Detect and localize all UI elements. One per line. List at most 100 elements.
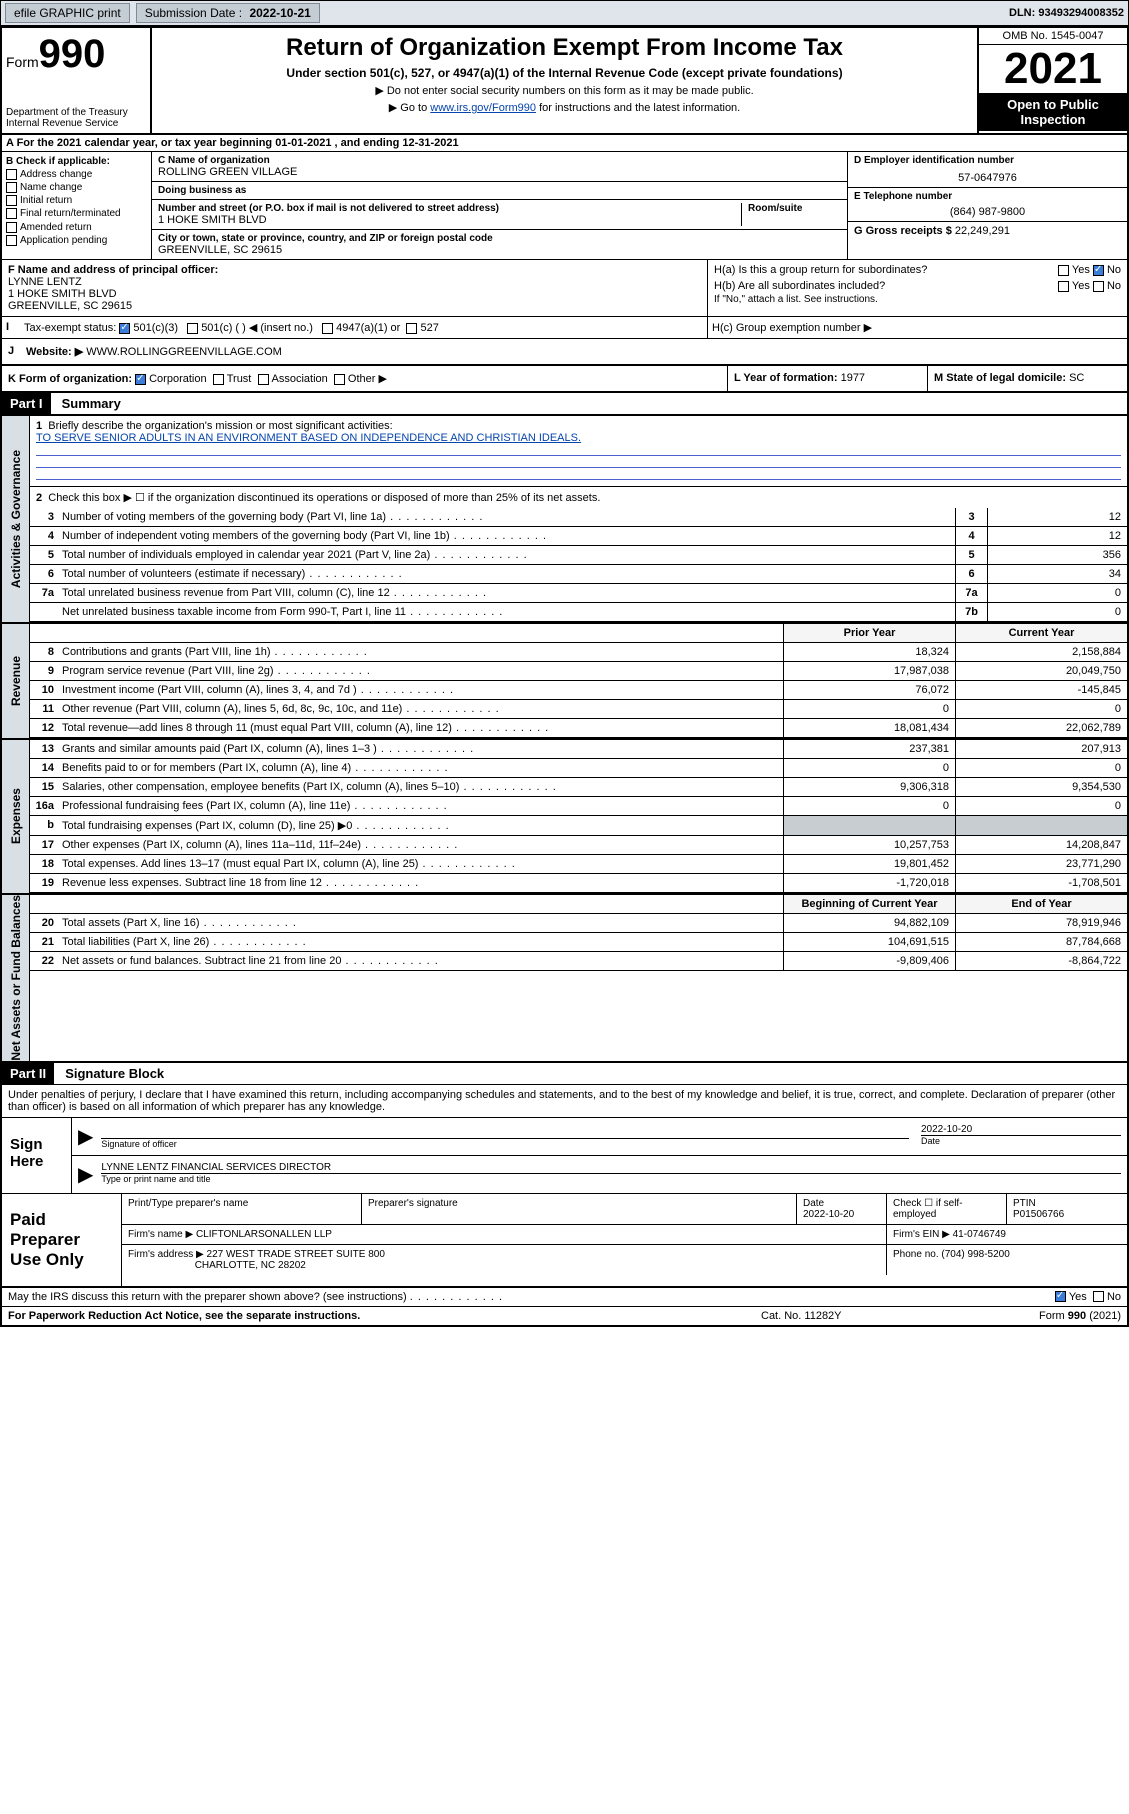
summary-line: 18Total expenses. Add lines 13–17 (must …: [30, 855, 1127, 874]
chk-trust[interactable]: [213, 374, 224, 385]
summary-line: 5Total number of individuals employed in…: [30, 546, 1127, 565]
row-i: I Tax-exempt status: 501(c)(3) 501(c) ( …: [2, 317, 1127, 339]
chk-hb-yes[interactable]: [1058, 281, 1069, 292]
discuss-row: May the IRS discuss this return with the…: [2, 1288, 1127, 1307]
summary-line: 3Number of voting members of the governi…: [30, 508, 1127, 527]
dba-label: Doing business as: [158, 185, 841, 196]
header-right: OMB No. 1545-0047 2021 Open to Public In…: [977, 28, 1127, 133]
chk-4947[interactable]: [322, 323, 333, 334]
form-number: Form990: [6, 32, 146, 77]
group-expenses: Expenses 13Grants and similar amounts pa…: [2, 740, 1127, 895]
sign-here-label: Sign Here: [2, 1118, 72, 1193]
chk-app-pending[interactable]: [6, 235, 17, 246]
row-j: J Website: ▶ WWW.ROLLINGGREENVILLAGE.COM: [2, 339, 1127, 366]
part1-header: Part I Summary: [2, 393, 1127, 416]
city-value: GREENVILLE, SC 29615: [158, 244, 841, 256]
summary-line: 17Other expenses (Part IX, column (A), l…: [30, 836, 1127, 855]
submission-date-button[interactable]: Submission Date : 2022-10-21: [136, 3, 320, 23]
summary-line: 9Program service revenue (Part VIII, lin…: [30, 662, 1127, 681]
officer-addr2: GREENVILLE, SC 29615: [8, 300, 701, 312]
chk-initial-return[interactable]: [6, 195, 17, 206]
summary-line: 15Salaries, other compensation, employee…: [30, 778, 1127, 797]
org-name: ROLLING GREEN VILLAGE: [158, 166, 841, 178]
summary-line: 6Total number of volunteers (estimate if…: [30, 565, 1127, 584]
chk-address-change[interactable]: [6, 169, 17, 180]
chk-discuss-yes[interactable]: [1055, 1291, 1066, 1302]
arrow-icon: ▶: [78, 1124, 93, 1149]
gross-receipts-label: G Gross receipts $: [854, 225, 952, 237]
paid-prep-label: Paid Preparer Use Only: [2, 1194, 122, 1286]
summary-line: 21Total liabilities (Part X, line 26)104…: [30, 933, 1127, 952]
signature-intro: Under penalties of perjury, I declare th…: [2, 1085, 1127, 1118]
group-governance: Activities & Governance 1 Briefly descri…: [2, 416, 1127, 624]
chk-final-return[interactable]: [6, 208, 17, 219]
chk-527[interactable]: [406, 323, 417, 334]
line-2: 2 Check this box ▶ ☐ if the organization…: [30, 487, 1127, 508]
summary-line: 13Grants and similar amounts paid (Part …: [30, 740, 1127, 759]
chk-other[interactable]: [334, 374, 345, 385]
summary-line: Net unrelated business taxable income fr…: [30, 603, 1127, 622]
header-left: Form990 Department of the Treasury Inter…: [2, 28, 152, 133]
chk-501c[interactable]: [187, 323, 198, 334]
summary-line: 10Investment income (Part VIII, column (…: [30, 681, 1127, 700]
city-label: City or town, state or province, country…: [158, 233, 841, 244]
sign-here-block: Sign Here ▶ Signature of officer 2022-10…: [2, 1118, 1127, 1194]
line-1-mission: 1 Briefly describe the organization's mi…: [30, 416, 1127, 487]
group-revenue: Revenue Prior YearCurrent Year 8Contribu…: [2, 624, 1127, 740]
row-f-h: F Name and address of principal officer:…: [2, 260, 1127, 317]
phone-label: E Telephone number: [854, 191, 1121, 202]
sig-date: 2022-10-20: [921, 1124, 1121, 1135]
summary-line: 12Total revenue—add lines 8 through 11 (…: [30, 719, 1127, 738]
chk-ha-yes[interactable]: [1058, 265, 1069, 276]
street-label: Number and street (or P.O. box if mail i…: [158, 203, 741, 214]
org-name-label: C Name of organization: [158, 155, 841, 166]
arrow-icon: ▶: [78, 1162, 93, 1187]
efile-button[interactable]: efile GRAPHIC print: [5, 3, 130, 23]
street-value: 1 HOKE SMITH BLVD: [158, 214, 741, 226]
chk-amended[interactable]: [6, 222, 17, 233]
column-b: B Check if applicable: Address change Na…: [2, 152, 152, 259]
part2-header: Part II Signature Block: [2, 1063, 1127, 1085]
summary-line: 8Contributions and grants (Part VIII, li…: [30, 643, 1127, 662]
section-hc: H(c) Group exemption number ▶: [707, 317, 1127, 338]
chk-501c3[interactable]: [119, 323, 130, 334]
summary-line: bTotal fundraising expenses (Part IX, co…: [30, 816, 1127, 836]
chk-ha-no[interactable]: [1093, 265, 1104, 276]
column-c: C Name of organization ROLLING GREEN VIL…: [152, 152, 847, 259]
form-subtitle: Under section 501(c), 527, or 4947(a)(1)…: [158, 66, 971, 80]
chk-name-change[interactable]: [6, 182, 17, 193]
chk-corp[interactable]: [135, 374, 146, 385]
dln: DLN: 93493294008352: [1009, 7, 1124, 19]
section-f: F Name and address of principal officer:…: [2, 260, 707, 316]
vlabel-revenue: Revenue: [2, 624, 30, 738]
irs-link[interactable]: www.irs.gov/Form990: [430, 102, 536, 114]
dept-treasury: Department of the Treasury Internal Reve…: [6, 107, 146, 129]
page-footer: For Paperwork Reduction Act Notice, see …: [2, 1307, 1127, 1325]
vlabel-governance: Activities & Governance: [2, 416, 30, 622]
phone-value: (864) 987-9800: [854, 206, 1121, 218]
row-k-l-m: K Form of organization: Corporation Trus…: [2, 366, 1127, 393]
summary-line: 16aProfessional fundraising fees (Part I…: [30, 797, 1127, 816]
block-b-through-g: B Check if applicable: Address change Na…: [2, 152, 1127, 260]
chk-discuss-no[interactable]: [1093, 1291, 1104, 1302]
summary-line: 22Net assets or fund balances. Subtract …: [30, 952, 1127, 971]
summary-line: 14Benefits paid to or for members (Part …: [30, 759, 1127, 778]
header-middle: Return of Organization Exempt From Incom…: [152, 28, 977, 133]
form-frame: Form990 Department of the Treasury Inter…: [0, 26, 1129, 1327]
paid-preparer-block: Paid Preparer Use Only Print/Type prepar…: [2, 1194, 1127, 1288]
section-a: A For the 2021 calendar year, or tax yea…: [2, 135, 1127, 152]
note-goto: ▶ Go to www.irs.gov/Form990 for instruct…: [158, 101, 971, 114]
open-to-public: Open to Public Inspection: [979, 93, 1127, 131]
summary-line: 11Other revenue (Part VIII, column (A), …: [30, 700, 1127, 719]
summary-line: 20Total assets (Part X, line 16)94,882,1…: [30, 914, 1127, 933]
officer-name-title: LYNNE LENTZ FINANCIAL SERVICES DIRECTOR: [101, 1162, 1121, 1173]
summary-line: 7aTotal unrelated business revenue from …: [30, 584, 1127, 603]
chk-hb-no[interactable]: [1093, 281, 1104, 292]
summary-line: 19Revenue less expenses. Subtract line 1…: [30, 874, 1127, 893]
form-header: Form990 Department of the Treasury Inter…: [2, 28, 1127, 135]
form-title: Return of Organization Exempt From Incom…: [158, 34, 971, 62]
chk-assoc[interactable]: [258, 374, 269, 385]
summary-line: 4Number of independent voting members of…: [30, 527, 1127, 546]
vlabel-netassets: Net Assets or Fund Balances: [2, 895, 30, 1061]
submission-date-label: Submission Date :: [145, 6, 242, 20]
